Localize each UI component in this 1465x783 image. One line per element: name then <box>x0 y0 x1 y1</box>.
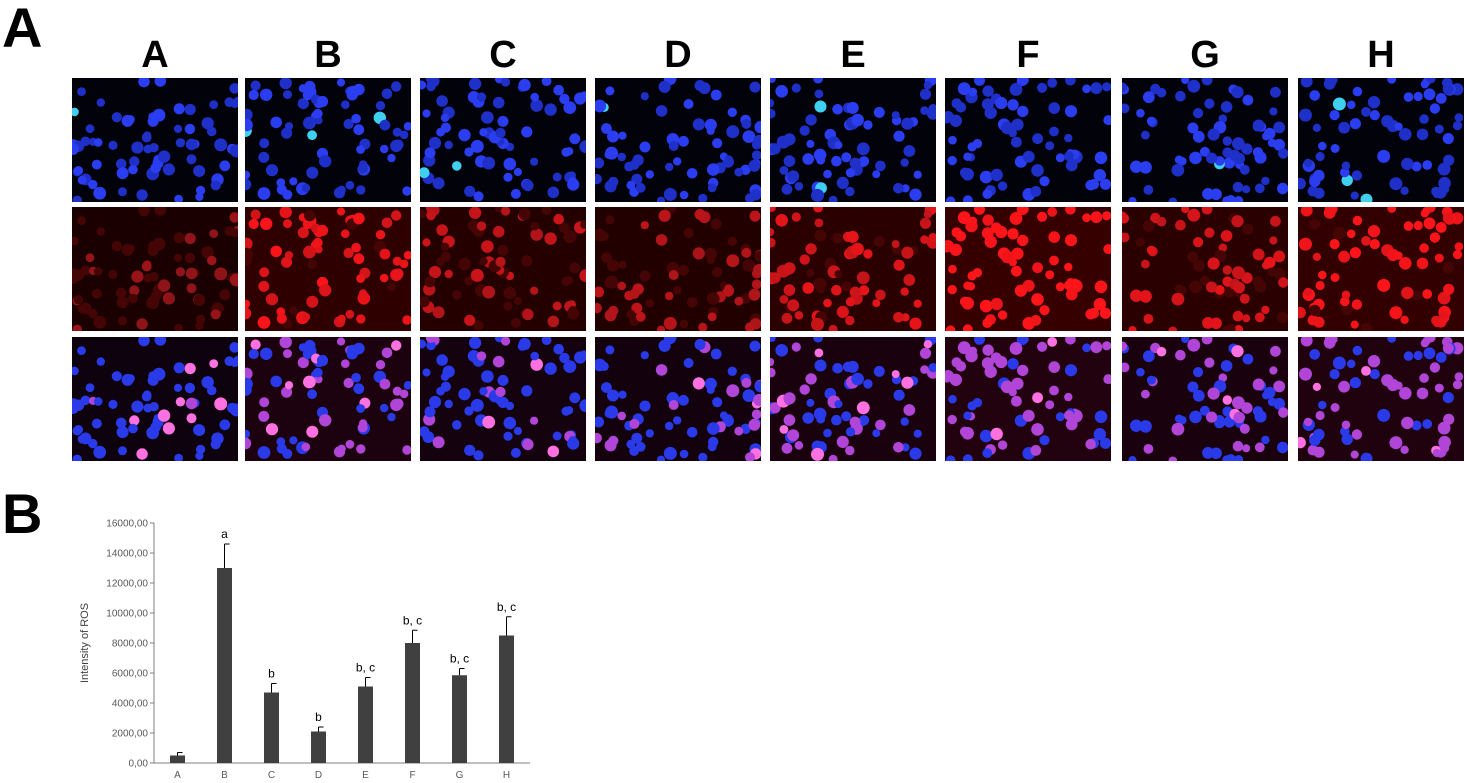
micrograph-red-g <box>1122 207 1288 331</box>
column-label-b: B <box>314 34 342 76</box>
column-label-e: E <box>840 34 866 76</box>
y-tick-label: 16000,00 <box>106 519 148 530</box>
y-tick-label: 10000,00 <box>106 609 148 620</box>
significance-label-d: b <box>315 710 322 724</box>
x-tick-label-a: A <box>174 770 181 781</box>
micrograph-blue-f <box>945 78 1111 202</box>
micrograph-merge-h <box>1298 337 1464 461</box>
significance-label-g: b, c <box>450 652 469 666</box>
micrograph-red-h <box>1298 207 1464 331</box>
y-axis-label: Intensity of ROS <box>79 603 91 683</box>
bar-e <box>358 686 373 763</box>
micrograph-blue-h <box>1298 78 1464 202</box>
micrograph-blue-g <box>1122 78 1288 202</box>
y-tick-label: 14000,00 <box>106 549 148 560</box>
y-tick-label: 4000,00 <box>112 699 149 710</box>
column-label-a: A <box>141 34 169 76</box>
micrograph-red-b <box>245 207 411 331</box>
column-label-f: F <box>1016 34 1040 76</box>
column-label-d: D <box>664 34 692 76</box>
y-tick-label: 6000,00 <box>112 669 149 680</box>
bar-h <box>499 635 514 763</box>
bar-b <box>217 568 232 763</box>
y-tick-label: 12000,00 <box>106 579 148 590</box>
bar-g <box>452 675 467 763</box>
panel-b-label: B <box>2 482 43 545</box>
micrograph-merge-g <box>1122 337 1288 461</box>
x-tick-label-f: F <box>409 770 415 781</box>
micrograph-blue-d <box>595 78 761 202</box>
micrograph-merge-e <box>770 337 936 461</box>
y-tick-label: 0,00 <box>129 759 149 770</box>
x-tick-label-d: D <box>315 770 322 781</box>
micrograph-red-d <box>595 207 761 331</box>
micrograph-red-c <box>420 207 586 331</box>
micrograph-blue-e <box>770 78 936 202</box>
micrograph-red-f <box>945 207 1111 331</box>
bar-f <box>405 643 420 763</box>
micrograph-red-e <box>770 207 936 331</box>
micrograph-merge-d <box>595 337 761 461</box>
bar-c <box>264 692 279 763</box>
x-tick-label-b: B <box>221 770 228 781</box>
x-tick-label-c: C <box>268 770 275 781</box>
panel-a-label: A <box>2 0 43 59</box>
column-label-g: G <box>1190 34 1220 76</box>
bar-d <box>311 731 326 763</box>
significance-label-b: a <box>221 527 228 541</box>
micrograph-blue-a <box>72 78 238 202</box>
y-tick-label: 8000,00 <box>112 639 149 650</box>
ros-bar-chart: 0,00 2000,00 4000,00 6000,00 8000,00 10000,00… <box>79 519 530 781</box>
x-tick-label-h: H <box>503 770 510 781</box>
micrograph-merge-a <box>72 337 238 461</box>
micrograph-blue-b <box>245 78 411 202</box>
x-tick-label-g: G <box>456 770 464 781</box>
bar-a <box>170 755 185 763</box>
significance-label-f: b, c <box>403 613 422 627</box>
micrograph-blue-c <box>420 78 586 202</box>
significance-label-e: b, c <box>356 661 375 675</box>
significance-label-h: b, c <box>497 600 516 614</box>
x-tick-label-e: E <box>362 770 369 781</box>
column-label-c: C <box>489 34 517 76</box>
y-tick-label: 2000,00 <box>112 729 149 740</box>
significance-label-c: b <box>268 667 275 681</box>
micrograph-merge-b <box>245 337 411 461</box>
column-label-h: H <box>1367 34 1395 76</box>
micrograph-red-a <box>72 207 238 331</box>
micrograph-merge-f <box>945 337 1111 461</box>
micrograph-merge-c <box>420 337 586 461</box>
